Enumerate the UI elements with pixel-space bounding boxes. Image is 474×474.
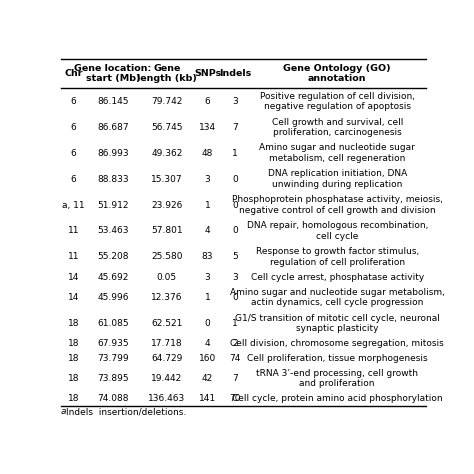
Text: 17.718: 17.718 [151,339,182,348]
Text: 3: 3 [232,273,238,282]
Text: 74: 74 [229,354,241,363]
Text: 11: 11 [68,227,79,236]
Text: 1: 1 [232,149,238,158]
Text: Response to growth factor stimulus,
regulation of cell proliferation: Response to growth factor stimulus, regu… [255,247,419,266]
Text: 0: 0 [232,227,238,236]
Text: 4: 4 [205,227,210,236]
Text: 0: 0 [232,174,238,183]
Text: Positive regulation of cell division,
negative regulation of apoptosis: Positive regulation of cell division, ne… [260,91,415,111]
Text: 61.085: 61.085 [97,319,129,328]
Text: 141: 141 [199,394,216,403]
Text: 0: 0 [232,201,238,210]
Text: Cell growth and survival, cell
proliferation, carcinogenesis: Cell growth and survival, cell prolifera… [272,118,403,137]
Text: 19.442: 19.442 [151,374,182,383]
Text: 74.088: 74.088 [97,394,128,403]
Text: 0.05: 0.05 [157,273,177,282]
Text: 79.742: 79.742 [151,97,182,106]
Text: a, 11: a, 11 [62,201,85,210]
Text: 45.996: 45.996 [97,293,128,302]
Text: 7: 7 [232,374,238,383]
Text: 48: 48 [202,149,213,158]
Text: DNA replication initiation, DNA
unwinding during replication: DNA replication initiation, DNA unwindin… [268,169,407,189]
Text: 3: 3 [232,97,238,106]
Text: 57.801: 57.801 [151,227,182,236]
Text: 42: 42 [202,374,213,383]
Text: 86.145: 86.145 [97,97,128,106]
Text: Cell cycle, protein amino acid phosphorylation: Cell cycle, protein amino acid phosphory… [232,394,443,403]
Text: Indels  insertion/deletions.: Indels insertion/deletions. [66,407,186,416]
Text: 12.376: 12.376 [151,293,182,302]
Text: Phosphoprotein phosphatase activity, meiosis,
negative control of cell growth an: Phosphoprotein phosphatase activity, mei… [232,195,443,215]
Text: Chr: Chr [64,69,83,78]
Text: 134: 134 [199,123,216,132]
Text: 14: 14 [68,293,79,302]
Text: 64.729: 64.729 [151,354,182,363]
Text: 6: 6 [205,97,210,106]
Text: 18: 18 [68,319,79,328]
Text: 6: 6 [71,123,76,132]
Text: 6: 6 [71,97,76,106]
Text: 18: 18 [68,374,79,383]
Text: 83: 83 [202,252,213,261]
Text: 73.799: 73.799 [97,354,129,363]
Text: 56.745: 56.745 [151,123,182,132]
Text: 0: 0 [205,319,210,328]
Text: Gene
length (kb): Gene length (kb) [137,64,197,83]
Text: 70: 70 [229,394,241,403]
Text: Amino sugar and nucleotide sugar metabolism,
actin dynamics, cell cycle progress: Amino sugar and nucleotide sugar metabol… [230,288,445,307]
Text: 136.463: 136.463 [148,394,185,403]
Text: 49.362: 49.362 [151,149,182,158]
Text: SNPs: SNPs [194,69,221,78]
Text: Cell cycle arrest, phosphatase activity: Cell cycle arrest, phosphatase activity [251,273,424,282]
Text: 86.993: 86.993 [97,149,129,158]
Text: a: a [61,407,66,416]
Text: 55.208: 55.208 [97,252,128,261]
Text: DNA repair, homologous recombination,
cell cycle: DNA repair, homologous recombination, ce… [246,221,428,241]
Text: 51.912: 51.912 [97,201,128,210]
Text: 4: 4 [205,339,210,348]
Text: 18: 18 [68,394,79,403]
Text: 3: 3 [205,174,210,183]
Text: 14: 14 [68,273,79,282]
Text: 23.926: 23.926 [151,201,182,210]
Text: Gene Ontology (GO)
annotation: Gene Ontology (GO) annotation [283,64,391,83]
Text: 160: 160 [199,354,216,363]
Text: 1: 1 [232,319,238,328]
Text: 1: 1 [205,293,210,302]
Text: 18: 18 [68,339,79,348]
Text: 7: 7 [232,123,238,132]
Text: 62.521: 62.521 [151,319,182,328]
Text: G1/S transition of mitotic cell cycle, neuronal
synaptic plasticity: G1/S transition of mitotic cell cycle, n… [235,314,440,333]
Text: 18: 18 [68,354,79,363]
Text: 11: 11 [68,252,79,261]
Text: 3: 3 [205,273,210,282]
Text: Gene location:
start (Mb): Gene location: start (Mb) [74,64,152,83]
Text: Amino sugar and nucleotide sugar
metabolism, cell regeneration: Amino sugar and nucleotide sugar metabol… [259,144,415,163]
Text: 86.687: 86.687 [97,123,129,132]
Text: 88.833: 88.833 [97,174,129,183]
Text: 45.692: 45.692 [97,273,128,282]
Text: 2: 2 [232,339,238,348]
Text: 25.580: 25.580 [151,252,182,261]
Text: 15.307: 15.307 [151,174,182,183]
Text: tRNA 3’-end processing, cell growth
and proliferation: tRNA 3’-end processing, cell growth and … [256,369,418,388]
Text: 53.463: 53.463 [97,227,128,236]
Text: 73.895: 73.895 [97,374,129,383]
Text: Indels: Indels [219,69,251,78]
Text: Cell proliferation, tissue morphogenesis: Cell proliferation, tissue morphogenesis [247,354,428,363]
Text: 1: 1 [205,201,210,210]
Text: 6: 6 [71,149,76,158]
Text: 6: 6 [71,174,76,183]
Text: 5: 5 [232,252,238,261]
Text: 0: 0 [232,293,238,302]
Text: 67.935: 67.935 [97,339,129,348]
Text: Cell division, chromosome segregation, mitosis: Cell division, chromosome segregation, m… [230,339,444,348]
